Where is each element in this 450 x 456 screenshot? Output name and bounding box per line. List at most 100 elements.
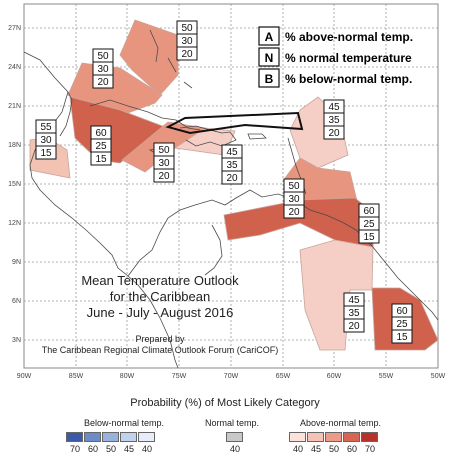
lon-label: 60W: [327, 373, 342, 380]
value-box-venezuela: 60 25 15: [358, 203, 380, 244]
legend-tick: 40: [229, 444, 240, 454]
value-box-hispaniola-south: 45 35 20: [221, 144, 243, 185]
lat-label: 6N: [12, 298, 21, 305]
legend-tick: 60: [346, 444, 357, 454]
svg-text:20: 20: [226, 173, 238, 184]
svg-text:35: 35: [348, 308, 360, 319]
svg-text:50: 50: [97, 51, 109, 62]
lon-label: 65W: [276, 373, 291, 380]
svg-text:30: 30: [158, 158, 170, 169]
svg-text:30: 30: [181, 36, 193, 47]
svg-text:30: 30: [97, 64, 109, 75]
lon-label: 75W: [172, 373, 187, 380]
key-text: % above-normal temp.: [285, 30, 413, 44]
value-box-french-guiana: 60 25 15: [391, 303, 413, 344]
axis-labels: 27N 24N 21N 18N 15N 12N 9N 6N 3N 90W 85W…: [8, 25, 445, 380]
value-box-puerto-rico-leewards: 45 35 20: [323, 99, 345, 140]
value-boxes: 55 30 15 50 30 20 50 30 20 60 25 15 50 3…: [35, 20, 413, 344]
svg-text:15: 15: [40, 148, 52, 159]
title-line: Mean Temperature Outlook: [81, 273, 239, 288]
region-turks-caicos: [119, 19, 179, 96]
region-guyana-suriname: [299, 239, 374, 351]
svg-text:60: 60: [363, 206, 375, 217]
lon-label: 90W: [17, 373, 32, 380]
key-letter: A: [265, 30, 274, 44]
value-box-lesser-antilles: 50 30 20: [283, 178, 305, 219]
legend-swatch: [102, 432, 119, 442]
lat-label: 12N: [8, 220, 21, 227]
legend-tick: 45: [123, 444, 134, 454]
lat-label: 15N: [8, 181, 21, 188]
svg-text:15: 15: [95, 154, 107, 165]
svg-text:50: 50: [158, 145, 170, 156]
legend-swatch: [66, 432, 83, 442]
legend-swatch: [361, 432, 378, 442]
legend-swatch: [120, 432, 137, 442]
value-box-jamaica-haiti: 50 30 20: [153, 142, 175, 183]
title-line: June - July - August 2016: [87, 305, 234, 320]
legend-swatch: [343, 432, 360, 442]
title-line: for the Caribbean: [110, 289, 210, 304]
legend-swatch: [307, 432, 324, 442]
svg-text:20: 20: [97, 77, 109, 88]
svg-text:30: 30: [288, 194, 300, 205]
legend-tick: 50: [328, 444, 339, 454]
key-letter: B: [265, 72, 274, 86]
legend-tick: 50: [105, 444, 116, 454]
svg-text:15: 15: [363, 232, 375, 243]
legend-tick: 70: [69, 444, 80, 454]
lat-label: 18N: [8, 142, 21, 149]
value-box-bahamas: 50 30 20: [92, 48, 114, 89]
legend-swatch: [325, 432, 342, 442]
key-box: A % above-normal temp. N % normal temper…: [258, 26, 413, 88]
value-box-cuba-cayman: 60 25 15: [90, 125, 112, 166]
outline-hispaniola-north: [165, 111, 304, 135]
svg-text:55: 55: [40, 122, 52, 133]
svg-text:60: 60: [396, 306, 408, 317]
key-text: % normal temperature: [285, 51, 412, 65]
lat-label: 3N: [12, 337, 21, 344]
lon-label: 55W: [379, 373, 394, 380]
svg-text:50: 50: [181, 23, 193, 34]
value-box-turks-caicos: 50 30 20: [176, 20, 198, 61]
svg-text:60: 60: [95, 128, 107, 139]
legend-below-title: Below-normal temp.: [84, 418, 165, 428]
lat-label: 21N: [8, 103, 21, 110]
key-text: % below-normal temp.: [285, 72, 412, 86]
svg-text:30: 30: [40, 135, 52, 146]
svg-text:20: 20: [328, 128, 340, 139]
legend-above-title: Above-normal temp.: [300, 418, 382, 428]
svg-text:45: 45: [348, 295, 360, 306]
svg-text:25: 25: [363, 219, 375, 230]
legend-caption: Probability (%) of Most Likely Category: [130, 397, 320, 409]
lat-label: 24N: [8, 64, 21, 71]
svg-text:20: 20: [288, 207, 300, 218]
prepared-line: The Caribbean Regional Climate Outlook F…: [42, 345, 279, 355]
lat-label: 9N: [12, 259, 21, 266]
lat-label: 27N: [8, 25, 21, 32]
legend-tick: 40: [292, 444, 303, 454]
svg-text:25: 25: [396, 319, 408, 330]
svg-text:45: 45: [328, 102, 340, 113]
svg-text:45: 45: [226, 147, 238, 158]
svg-text:20: 20: [348, 321, 360, 332]
legend-swatch: [289, 432, 306, 442]
legend-tick: 60: [87, 444, 98, 454]
svg-text:20: 20: [158, 171, 170, 182]
legend-normal-title: Normal temp.: [205, 418, 260, 428]
svg-text:35: 35: [328, 115, 340, 126]
lon-label: 50W: [431, 373, 446, 380]
legend-swatch: [226, 432, 243, 442]
value-box-belize-yucatan: 55 30 15: [35, 119, 57, 160]
legend-tick: 40: [141, 444, 152, 454]
legend-tick: 45: [310, 444, 321, 454]
prepared-line: Prepared by: [135, 334, 185, 344]
svg-text:20: 20: [181, 49, 193, 60]
svg-text:25: 25: [95, 141, 107, 152]
map-title: Mean Temperature Outlook for the Caribbe…: [42, 273, 279, 355]
svg-text:50: 50: [288, 181, 300, 192]
svg-text:35: 35: [226, 160, 238, 171]
legend-swatch: [84, 432, 101, 442]
region-hispaniola-south: [173, 127, 236, 156]
